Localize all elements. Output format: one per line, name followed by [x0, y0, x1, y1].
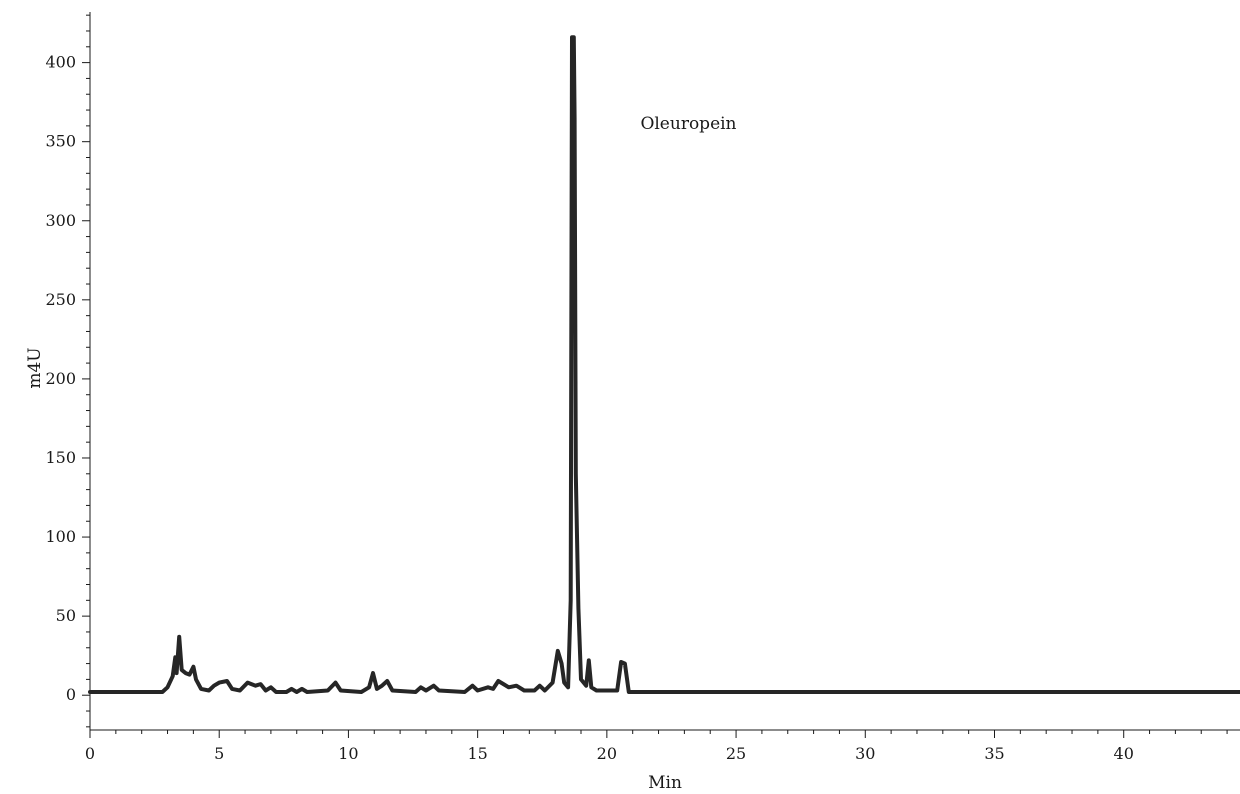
chromatogram-line-0 [88, 35, 1240, 694]
x-tick-label: 40 [1114, 744, 1134, 763]
y-tick-label: 50 [56, 606, 76, 625]
x-axis: 0 5 10 15 20 25 30 35 40 [85, 729, 1240, 763]
y-axis-title: m4U [25, 347, 45, 388]
chromatogram-trace [88, 35, 1240, 694]
y-tick-label: 400 [45, 53, 76, 72]
x-axis-title: Min [648, 773, 682, 793]
x-tick-label: 35 [984, 744, 1004, 763]
x-tick-label: 15 [467, 744, 487, 763]
peak-annotation-label: Oleuropein [640, 114, 736, 134]
x-tick-label: 0 [85, 744, 95, 763]
y-tick-label: 350 [45, 132, 76, 151]
y-tick-label: 250 [45, 290, 76, 309]
y-tick-label: 100 [45, 527, 76, 546]
y-tick-label: 0 [66, 685, 76, 704]
x-tick-label: 20 [597, 744, 617, 763]
y-tick-label: 200 [45, 369, 76, 388]
y-tick-label: 300 [45, 211, 76, 230]
annotations: Oleuropein [640, 114, 736, 134]
x-tick-label: 30 [855, 744, 875, 763]
y-tick-label: 150 [45, 448, 76, 467]
x-tick-label: 5 [214, 744, 224, 763]
x-tick-label: 10 [338, 744, 358, 763]
x-tick-label: 25 [726, 744, 746, 763]
y-axis: 0 50 100 150 200 250 300 350 400 [45, 12, 91, 730]
